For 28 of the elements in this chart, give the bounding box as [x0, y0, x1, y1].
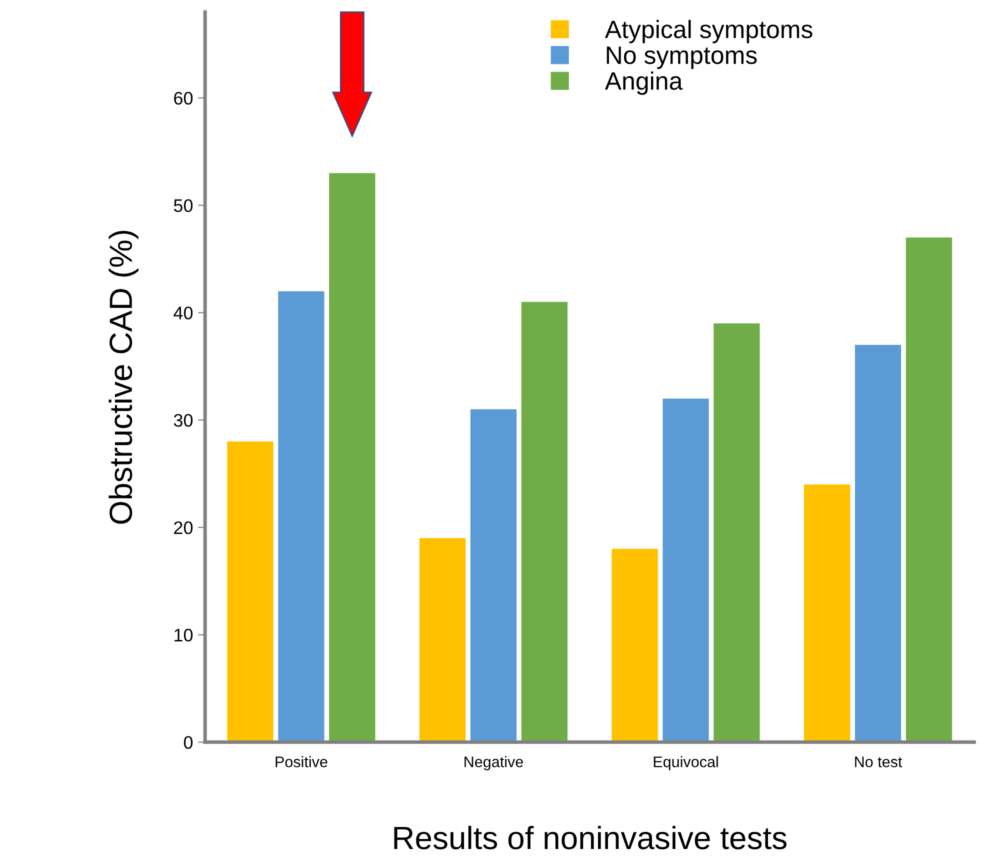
- bar: [906, 238, 952, 742]
- bar: [662, 398, 709, 742]
- bar: [419, 538, 466, 742]
- y-tick-label: 10: [174, 628, 193, 642]
- bar: [278, 291, 324, 742]
- bar: [470, 409, 517, 742]
- y-tick-label: 40: [174, 306, 193, 320]
- x-axis-title: Results of noninvasive tests: [394, 826, 786, 850]
- x-tick-label: No test: [855, 756, 902, 768]
- x-tick-label: Equivocal: [654, 756, 718, 770]
- bar: [714, 323, 760, 742]
- y-tick-label: 60: [174, 92, 193, 105]
- bar: [521, 302, 568, 742]
- y-tick-label: 50: [174, 199, 193, 212]
- bar: [804, 484, 850, 742]
- legend-label: No symptoms: [606, 46, 757, 70]
- x-tick-label: Positive: [276, 756, 328, 768]
- bar: [612, 548, 658, 742]
- y-tick-label: 30: [174, 414, 193, 427]
- y-axis-title: Obstructive CAD (%): [108, 230, 138, 524]
- legend-label: Atypical symptoms: [604, 20, 812, 44]
- bar: [227, 442, 274, 742]
- y-tick-label: 0: [184, 736, 193, 749]
- x-tick-label: Negative: [464, 756, 523, 770]
- bar: [329, 173, 376, 742]
- y-tick-label: 20: [174, 521, 193, 534]
- bar: [854, 344, 902, 742]
- legend-label: Angina: [604, 72, 683, 95]
